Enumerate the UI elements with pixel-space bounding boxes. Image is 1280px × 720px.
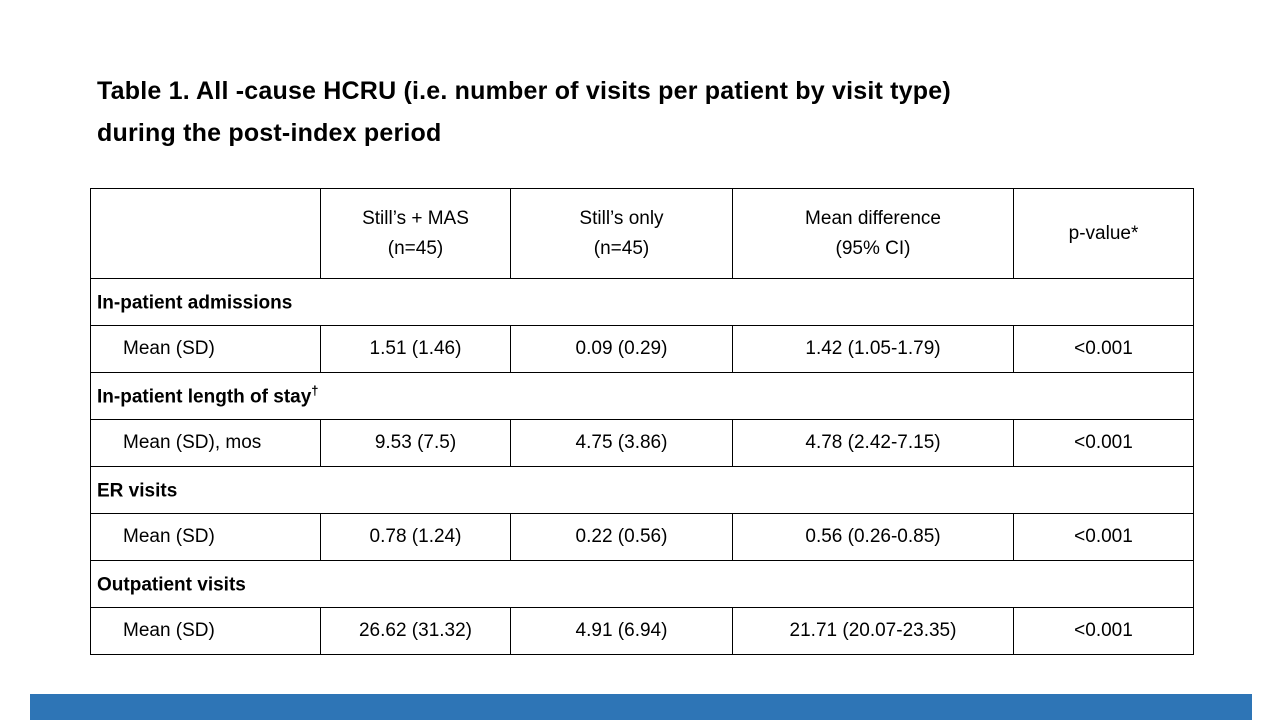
header-line: Still’s + MAS <box>362 207 469 229</box>
value-cell: 0.56 (0.26-0.85) <box>732 513 1014 561</box>
header-line: (n=45) <box>387 237 444 259</box>
hcru-table: Still’s + MAS (n=45) Still’s only (n=45)… <box>90 188 1194 655</box>
header-line: p-value* <box>1068 222 1139 244</box>
header-stills-only: Still’s only (n=45) <box>510 188 733 279</box>
section-header-text: In-patient admissions <box>97 292 293 314</box>
row-label-cell: Mean (SD) <box>90 325 321 373</box>
header-stills-mas: Still’s + MAS (n=45) <box>320 188 511 279</box>
row-label-cell: Mean (SD), mos <box>90 419 321 467</box>
value-cell: 4.78 (2.42-7.15) <box>732 419 1014 467</box>
data-row: Mean (SD), mos 9.53 (7.5) 4.75 (3.86) 4.… <box>90 419 1194 467</box>
section-header-cell: Outpatient visits <box>90 560 1194 608</box>
value-cell: <0.001 <box>1013 419 1194 467</box>
header-line: (n=45) <box>593 237 650 259</box>
section-header-text: In-patient length of stay <box>97 386 312 408</box>
value-cell: <0.001 <box>1013 607 1194 655</box>
data-row: Mean (SD) 1.51 (1.46) 0.09 (0.29) 1.42 (… <box>90 325 1194 373</box>
value-cell: 0.22 (0.56) <box>510 513 733 561</box>
table-title-line2: during the post-index period <box>97 119 442 147</box>
table-title-line1: Table 1. All -cause HCRU (i.e. number of… <box>97 77 951 105</box>
section-header-text: Outpatient visits <box>97 574 246 596</box>
header-p-value: p-value* <box>1013 188 1194 279</box>
section-row-er-visits: ER visits <box>90 466 1194 514</box>
header-empty-cell <box>90 188 321 279</box>
value-cell: 0.78 (1.24) <box>320 513 511 561</box>
value-cell: 4.91 (6.94) <box>510 607 733 655</box>
row-label-cell: Mean (SD) <box>90 513 321 561</box>
header-line: (95% CI) <box>835 237 911 259</box>
header-row: Still’s + MAS (n=45) Still’s only (n=45)… <box>90 188 1194 279</box>
section-row-outpatient-visits: Outpatient visits <box>90 560 1194 608</box>
value-cell: <0.001 <box>1013 325 1194 373</box>
data-row: Mean (SD) 26.62 (31.32) 4.91 (6.94) 21.7… <box>90 607 1194 655</box>
section-header-cell: In-patient length of stay† <box>90 372 1194 420</box>
value-cell: <0.001 <box>1013 513 1194 561</box>
header-line: Still’s only <box>579 207 664 229</box>
value-cell: 1.51 (1.46) <box>320 325 511 373</box>
dagger-sup: † <box>311 383 319 399</box>
table-title: Table 1. All -cause HCRU (i.e. number of… <box>97 70 1187 154</box>
data-row: Mean (SD) 0.78 (1.24) 0.22 (0.56) 0.56 (… <box>90 513 1194 561</box>
value-cell: 9.53 (7.5) <box>320 419 511 467</box>
value-cell: 21.71 (20.07-23.35) <box>732 607 1014 655</box>
header-mean-difference: Mean difference (95% CI) <box>732 188 1014 279</box>
row-label-cell: Mean (SD) <box>90 607 321 655</box>
value-cell: 26.62 (31.32) <box>320 607 511 655</box>
section-row-inpatient-los: In-patient length of stay† <box>90 372 1194 420</box>
section-row-inpatient-admissions: In-patient admissions <box>90 278 1194 326</box>
section-header-cell: ER visits <box>90 466 1194 514</box>
value-cell: 4.75 (3.86) <box>510 419 733 467</box>
value-cell: 1.42 (1.05-1.79) <box>732 325 1014 373</box>
header-line: Mean difference <box>805 207 941 229</box>
section-header-text: ER visits <box>97 480 178 502</box>
section-header-cell: In-patient admissions <box>90 278 1194 326</box>
value-cell: 0.09 (0.29) <box>510 325 733 373</box>
bottom-accent-bar <box>30 694 1252 720</box>
